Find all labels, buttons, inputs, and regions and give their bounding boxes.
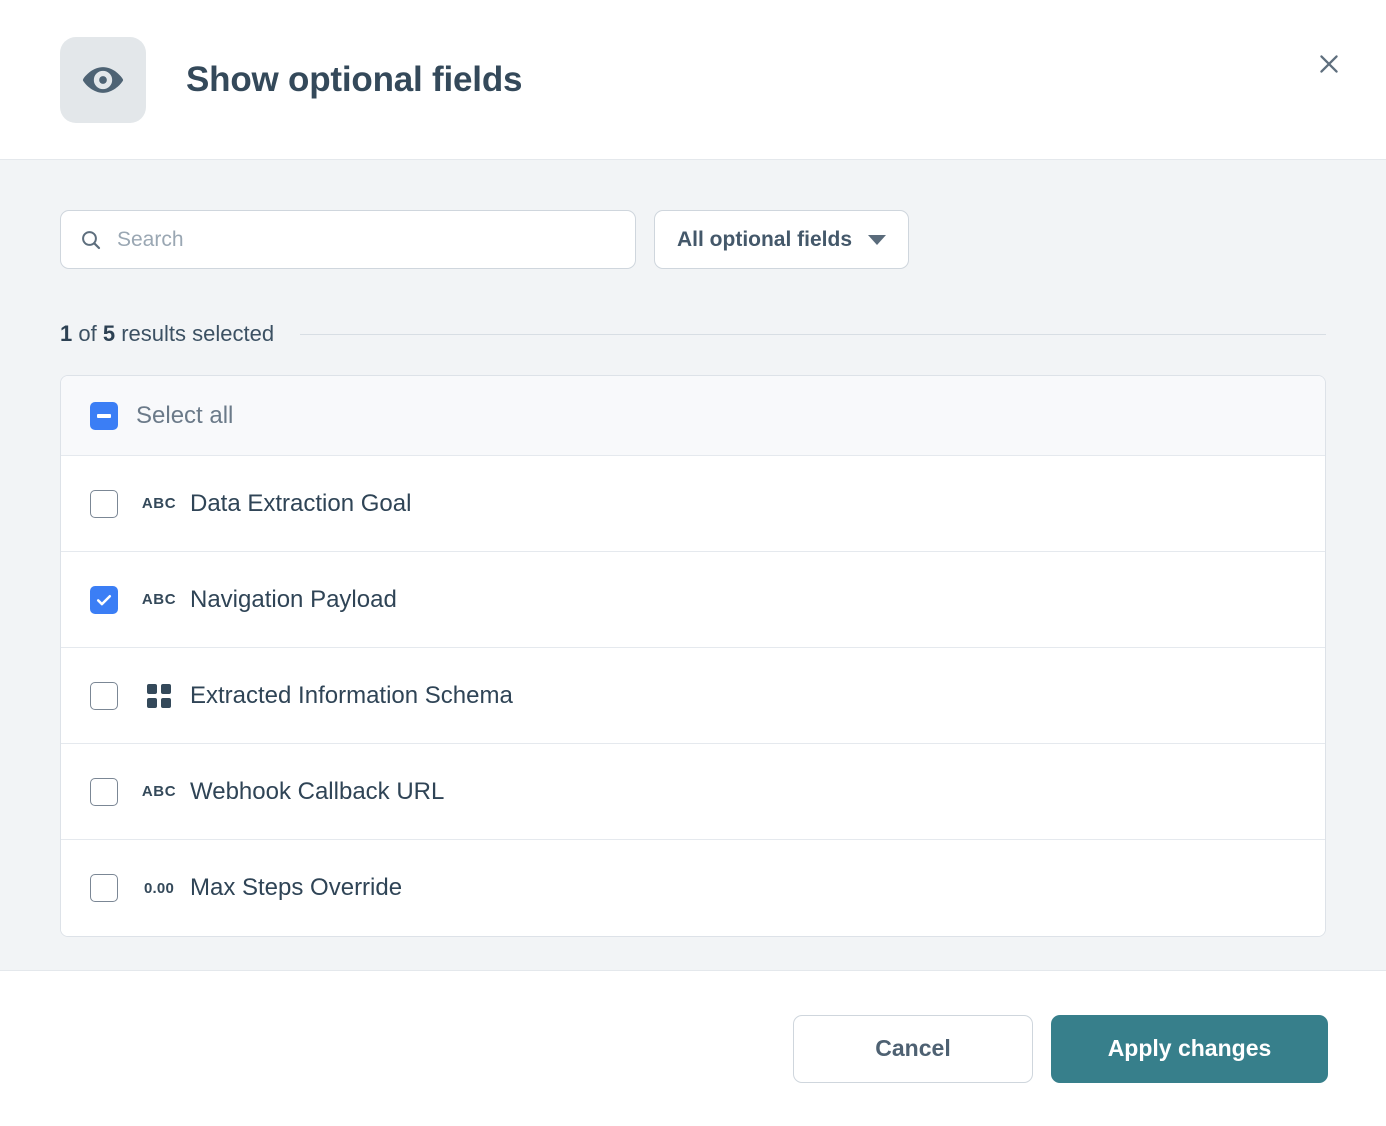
indeterminate-dash-icon: [97, 413, 111, 418]
field-type-glyph: ABC: [141, 591, 177, 608]
field-type-glyph: ABC: [141, 495, 177, 512]
apply-changes-button[interactable]: Apply changes: [1051, 1014, 1328, 1083]
field-label: Max Steps Override: [190, 874, 403, 901]
abc-text-icon: ABC: [136, 783, 182, 800]
number-icon: 0.00: [136, 880, 182, 897]
search-input[interactable]: [117, 211, 617, 268]
list-item[interactable]: ABC Webhook Callback URL: [61, 744, 1325, 840]
select-all-row[interactable]: Select all: [61, 376, 1325, 456]
selected-count: 1: [60, 321, 73, 346]
modal-header: Show optional fields: [0, 0, 1386, 160]
list-item[interactable]: ABC Data Extraction Goal: [61, 456, 1325, 552]
divider: [300, 333, 1326, 335]
close-icon[interactable]: [1307, 42, 1351, 86]
list-item[interactable]: Extracted Information Schema: [61, 648, 1325, 744]
results-of-text: of: [78, 321, 97, 346]
field-checkbox[interactable]: [90, 489, 118, 518]
field-checkbox[interactable]: [90, 874, 118, 902]
page-title: Show optional fields: [186, 59, 523, 99]
field-checkbox[interactable]: [90, 585, 118, 614]
list-item[interactable]: 0.00 Max Steps Override: [61, 840, 1325, 936]
cancel-button[interactable]: Cancel: [793, 1014, 1033, 1083]
eye-icon: [60, 36, 146, 123]
select-all-checkbox[interactable]: [90, 401, 118, 430]
object-grid-icon: [136, 683, 182, 708]
field-type-glyph: ABC: [141, 783, 177, 800]
modal-footer: Cancel Apply changes: [0, 971, 1386, 1126]
field-checkbox[interactable]: [90, 777, 118, 806]
field-checkbox[interactable]: [90, 681, 118, 710]
select-all-label: Select all: [136, 401, 234, 429]
abc-text-icon: ABC: [136, 495, 182, 512]
object-grid-glyph: [147, 683, 171, 708]
optional-fields-filter-dropdown[interactable]: All optional fields: [654, 210, 910, 269]
chevron-down-icon: [868, 234, 887, 245]
field-label: Extracted Information Schema: [190, 681, 513, 709]
field-label: Data Extraction Goal: [190, 489, 412, 517]
list-item[interactable]: ABC Navigation Payload: [61, 552, 1325, 648]
field-label: Webhook Callback URL: [190, 777, 445, 805]
controls-row: All optional fields: [60, 210, 1326, 269]
search-box[interactable]: [60, 210, 636, 269]
field-type-glyph: 0.00: [144, 879, 174, 897]
optional-fields-list: Select all ABC Data Extraction Goal: [60, 375, 1326, 937]
search-icon: [79, 228, 103, 252]
modal-body: All optional fields 1 of 5 results selec…: [0, 160, 1386, 971]
total-count: 5: [102, 321, 116, 346]
results-summary-text: 1 of 5 results selected: [60, 321, 274, 347]
results-summary: 1 of 5 results selected: [60, 321, 1326, 347]
filter-dropdown-label: All optional fields: [677, 227, 853, 251]
abc-text-icon: ABC: [136, 591, 182, 608]
results-suffix-text: results selected: [121, 321, 275, 346]
field-label: Navigation Payload: [190, 585, 397, 613]
